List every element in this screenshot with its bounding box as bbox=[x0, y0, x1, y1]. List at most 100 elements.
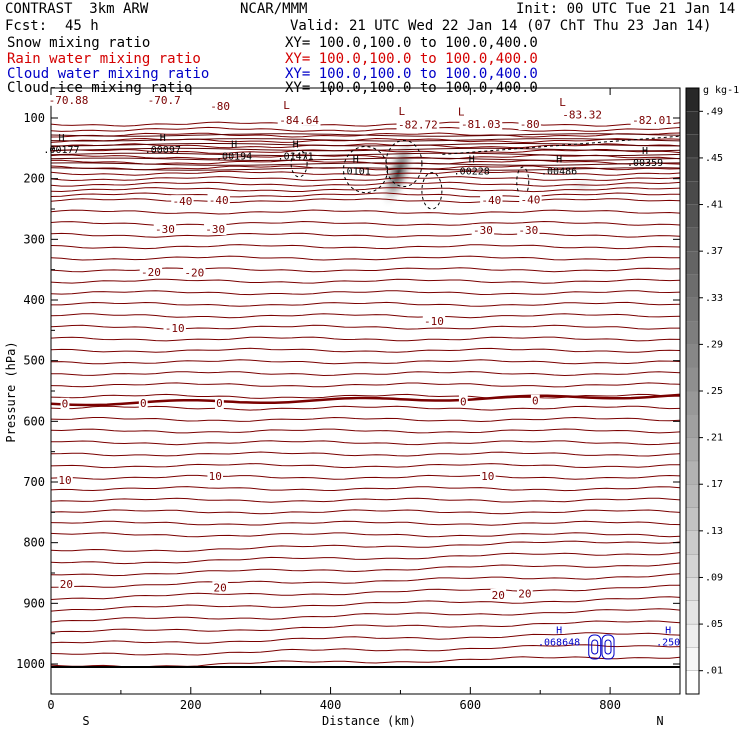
high-value: .00194 bbox=[216, 151, 252, 162]
stability-line bbox=[51, 133, 680, 137]
cloud-ice-contour bbox=[442, 135, 680, 155]
contour-label-bg bbox=[153, 223, 177, 236]
colorbar-segment bbox=[685, 111, 700, 135]
colorbar-label: .33 bbox=[705, 293, 723, 304]
contour-label-bg bbox=[212, 581, 228, 594]
high-value: .00359 bbox=[627, 158, 663, 169]
contour-label-bg bbox=[458, 395, 468, 408]
isotherm-line bbox=[51, 137, 680, 144]
zero-isotherm bbox=[51, 393, 680, 407]
colorbar-label: .41 bbox=[705, 200, 723, 211]
x-tick-label: 400 bbox=[320, 698, 342, 712]
colorbar-label: .29 bbox=[705, 339, 723, 350]
contour-label-bg bbox=[60, 397, 70, 410]
colorbar-segment bbox=[685, 484, 700, 508]
y-tick-label: 100 bbox=[23, 111, 45, 125]
init-time: Init: 00 UTC Tue 21 Jan 14 bbox=[516, 1, 736, 17]
high-value: .250 bbox=[656, 637, 680, 648]
colorbar-segment bbox=[685, 530, 700, 555]
cloud-ice-contour bbox=[290, 149, 308, 178]
contour-label: 10 bbox=[209, 470, 222, 483]
contour-label-bg bbox=[422, 315, 446, 328]
isotherm-line bbox=[51, 313, 680, 319]
high-marker: H bbox=[58, 133, 64, 144]
colorbar-segment bbox=[685, 670, 700, 695]
contour-label-bg bbox=[530, 394, 540, 407]
contour-label-bg bbox=[171, 195, 194, 208]
center-title: NCAR/MMM bbox=[240, 1, 308, 17]
model-title: CONTRAST 3km ARW bbox=[5, 1, 149, 17]
right-endpoint-label: N bbox=[656, 714, 663, 728]
contour-label: -40 bbox=[481, 194, 501, 207]
isotherm-line bbox=[51, 520, 680, 526]
colorbar: .01 .05 .09 .13 .17 .21 .25 .29 .33 .37 .41 .45 .49 bbox=[685, 87, 723, 695]
colorbar-segment bbox=[685, 390, 700, 415]
contour-label: -81.03 bbox=[461, 118, 501, 131]
colorbar-label: .49 bbox=[705, 106, 723, 117]
colorbar-segment bbox=[685, 181, 700, 205]
isotherm-line bbox=[51, 440, 680, 446]
isotherm-line bbox=[51, 220, 680, 226]
y-tick-label: 900 bbox=[23, 596, 45, 610]
contour-label-bg bbox=[146, 93, 183, 106]
left-endpoint-label: S bbox=[82, 714, 89, 728]
colorbar-segment bbox=[685, 297, 700, 322]
isotherm-line bbox=[51, 382, 680, 388]
y-tick-label: 300 bbox=[23, 232, 45, 246]
contour-label-bg bbox=[518, 118, 541, 131]
cloud-water-contour bbox=[601, 634, 615, 660]
x-tick-label: 600 bbox=[459, 698, 481, 712]
x-tick-label: 200 bbox=[180, 698, 202, 712]
contour-label-bg bbox=[204, 223, 227, 236]
colorbar-segment bbox=[685, 227, 700, 252]
colorbar-segment bbox=[685, 600, 700, 625]
contour-label-bg bbox=[163, 321, 186, 334]
isotherm-line bbox=[51, 232, 680, 238]
colorbar-segment bbox=[685, 251, 700, 275]
colorbar-label: .13 bbox=[705, 526, 723, 537]
colorbar-label: .21 bbox=[705, 433, 723, 444]
isotherm-line bbox=[51, 336, 680, 342]
low-marker: L bbox=[283, 99, 290, 112]
contour-label-bg bbox=[207, 469, 224, 482]
isotherm-line bbox=[51, 176, 680, 182]
isotherm-line bbox=[51, 573, 680, 588]
contour-label: -82.72 bbox=[398, 119, 438, 132]
field-xy-snow: XY= 100.0,100.0 to 100.0,400.0 bbox=[285, 35, 538, 51]
contour-label-bg bbox=[138, 397, 148, 410]
cloud-ice-contour bbox=[516, 166, 530, 197]
contour-label-bg bbox=[490, 588, 507, 601]
field-label-cloud-water: Cloud water mixing ratio bbox=[7, 66, 210, 82]
y-axis-label: Pressure (hPa) bbox=[4, 341, 18, 442]
y-tick-label: 700 bbox=[23, 475, 45, 489]
colorbar-segment bbox=[685, 577, 700, 601]
cloud-water-contour bbox=[588, 634, 602, 660]
colorbar-label: .09 bbox=[705, 572, 723, 583]
isotherm-line bbox=[51, 552, 680, 565]
cloud-ice-contour bbox=[343, 146, 388, 194]
isotherm-line bbox=[51, 540, 680, 552]
contour-label: 0 bbox=[62, 398, 69, 411]
isotherm-line bbox=[51, 405, 680, 411]
contour-label: -40 bbox=[209, 194, 229, 207]
contour-label-bg bbox=[139, 266, 163, 279]
contour-label-bg bbox=[396, 118, 440, 131]
forecast-label: Fcst: bbox=[5, 18, 48, 34]
isotherm-line bbox=[51, 170, 680, 176]
high-value: .068648 bbox=[538, 637, 580, 648]
high-marker: H bbox=[469, 155, 475, 166]
cloud-water-contour bbox=[591, 639, 599, 655]
colorbar-segment bbox=[685, 554, 700, 578]
high-value: .00097 bbox=[145, 145, 181, 156]
isotherm-line bbox=[51, 143, 680, 149]
high-marker: H bbox=[665, 625, 671, 636]
colorbar-label: .37 bbox=[705, 246, 723, 257]
isotherm-line bbox=[51, 608, 680, 623]
isotherm-line bbox=[51, 474, 680, 480]
isotherm-line bbox=[51, 290, 680, 296]
isotherm-line bbox=[51, 532, 680, 538]
contour-label: -30 bbox=[473, 224, 493, 237]
contour-label: -20 bbox=[184, 267, 204, 280]
contour-label-bg bbox=[471, 224, 495, 237]
contour-label-bg bbox=[630, 113, 674, 126]
